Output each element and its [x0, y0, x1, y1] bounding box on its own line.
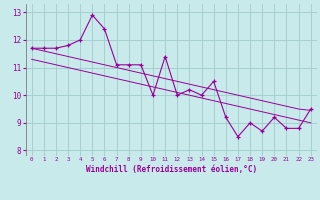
X-axis label: Windchill (Refroidissement éolien,°C): Windchill (Refroidissement éolien,°C) — [86, 165, 257, 174]
